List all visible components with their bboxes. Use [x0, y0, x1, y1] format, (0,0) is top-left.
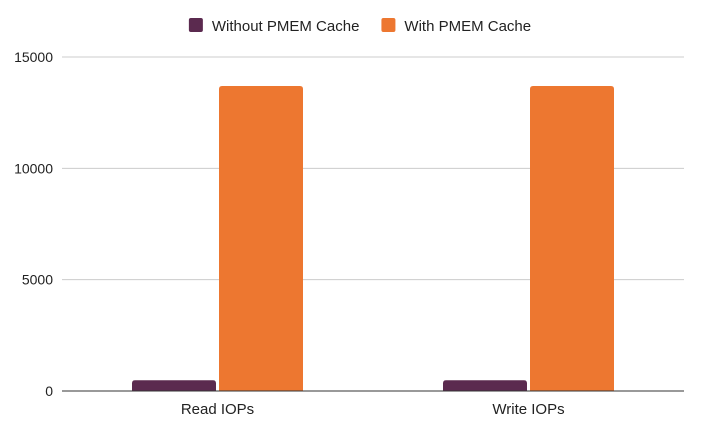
legend-item-without-pmem-cache: Without PMEM Cache [188, 18, 360, 35]
y-tick-label-15000: 15000 [14, 49, 53, 65]
y-tick-label-10000: 10000 [14, 160, 53, 176]
bars [132, 85, 614, 392]
bar-read-iops-with-pmem-cache [219, 85, 303, 392]
legend-label-without-pmem-cache: Without PMEM Cache [212, 18, 360, 35]
y-tick-label-0: 0 [45, 383, 53, 399]
legend-swatch-with-pmem-cache [381, 18, 396, 32]
y-tick-label-5000: 5000 [22, 272, 53, 288]
legend-swatch-without-pmem-cache [188, 18, 203, 32]
legend: Without PMEM Cache With PMEM Cache [188, 18, 531, 35]
x-tick-label-write-iops: Write IOPs [492, 401, 564, 418]
x-tick-label-read-iops: Read IOPs [181, 401, 254, 418]
legend-item-with-pmem-cache: With PMEM Cache [381, 18, 531, 35]
x-axis: Read IOPs Write IOPs [62, 390, 684, 418]
legend-label-with-pmem-cache: With PMEM Cache [404, 18, 531, 35]
bar-write-iops-with-pmem-cache [530, 85, 614, 392]
y-axis: 0 5000 10000 15000 [14, 49, 53, 399]
bar-read-iops-without-pmem-cache [132, 380, 216, 391]
bar-write-iops-without-pmem-cache [443, 380, 527, 391]
